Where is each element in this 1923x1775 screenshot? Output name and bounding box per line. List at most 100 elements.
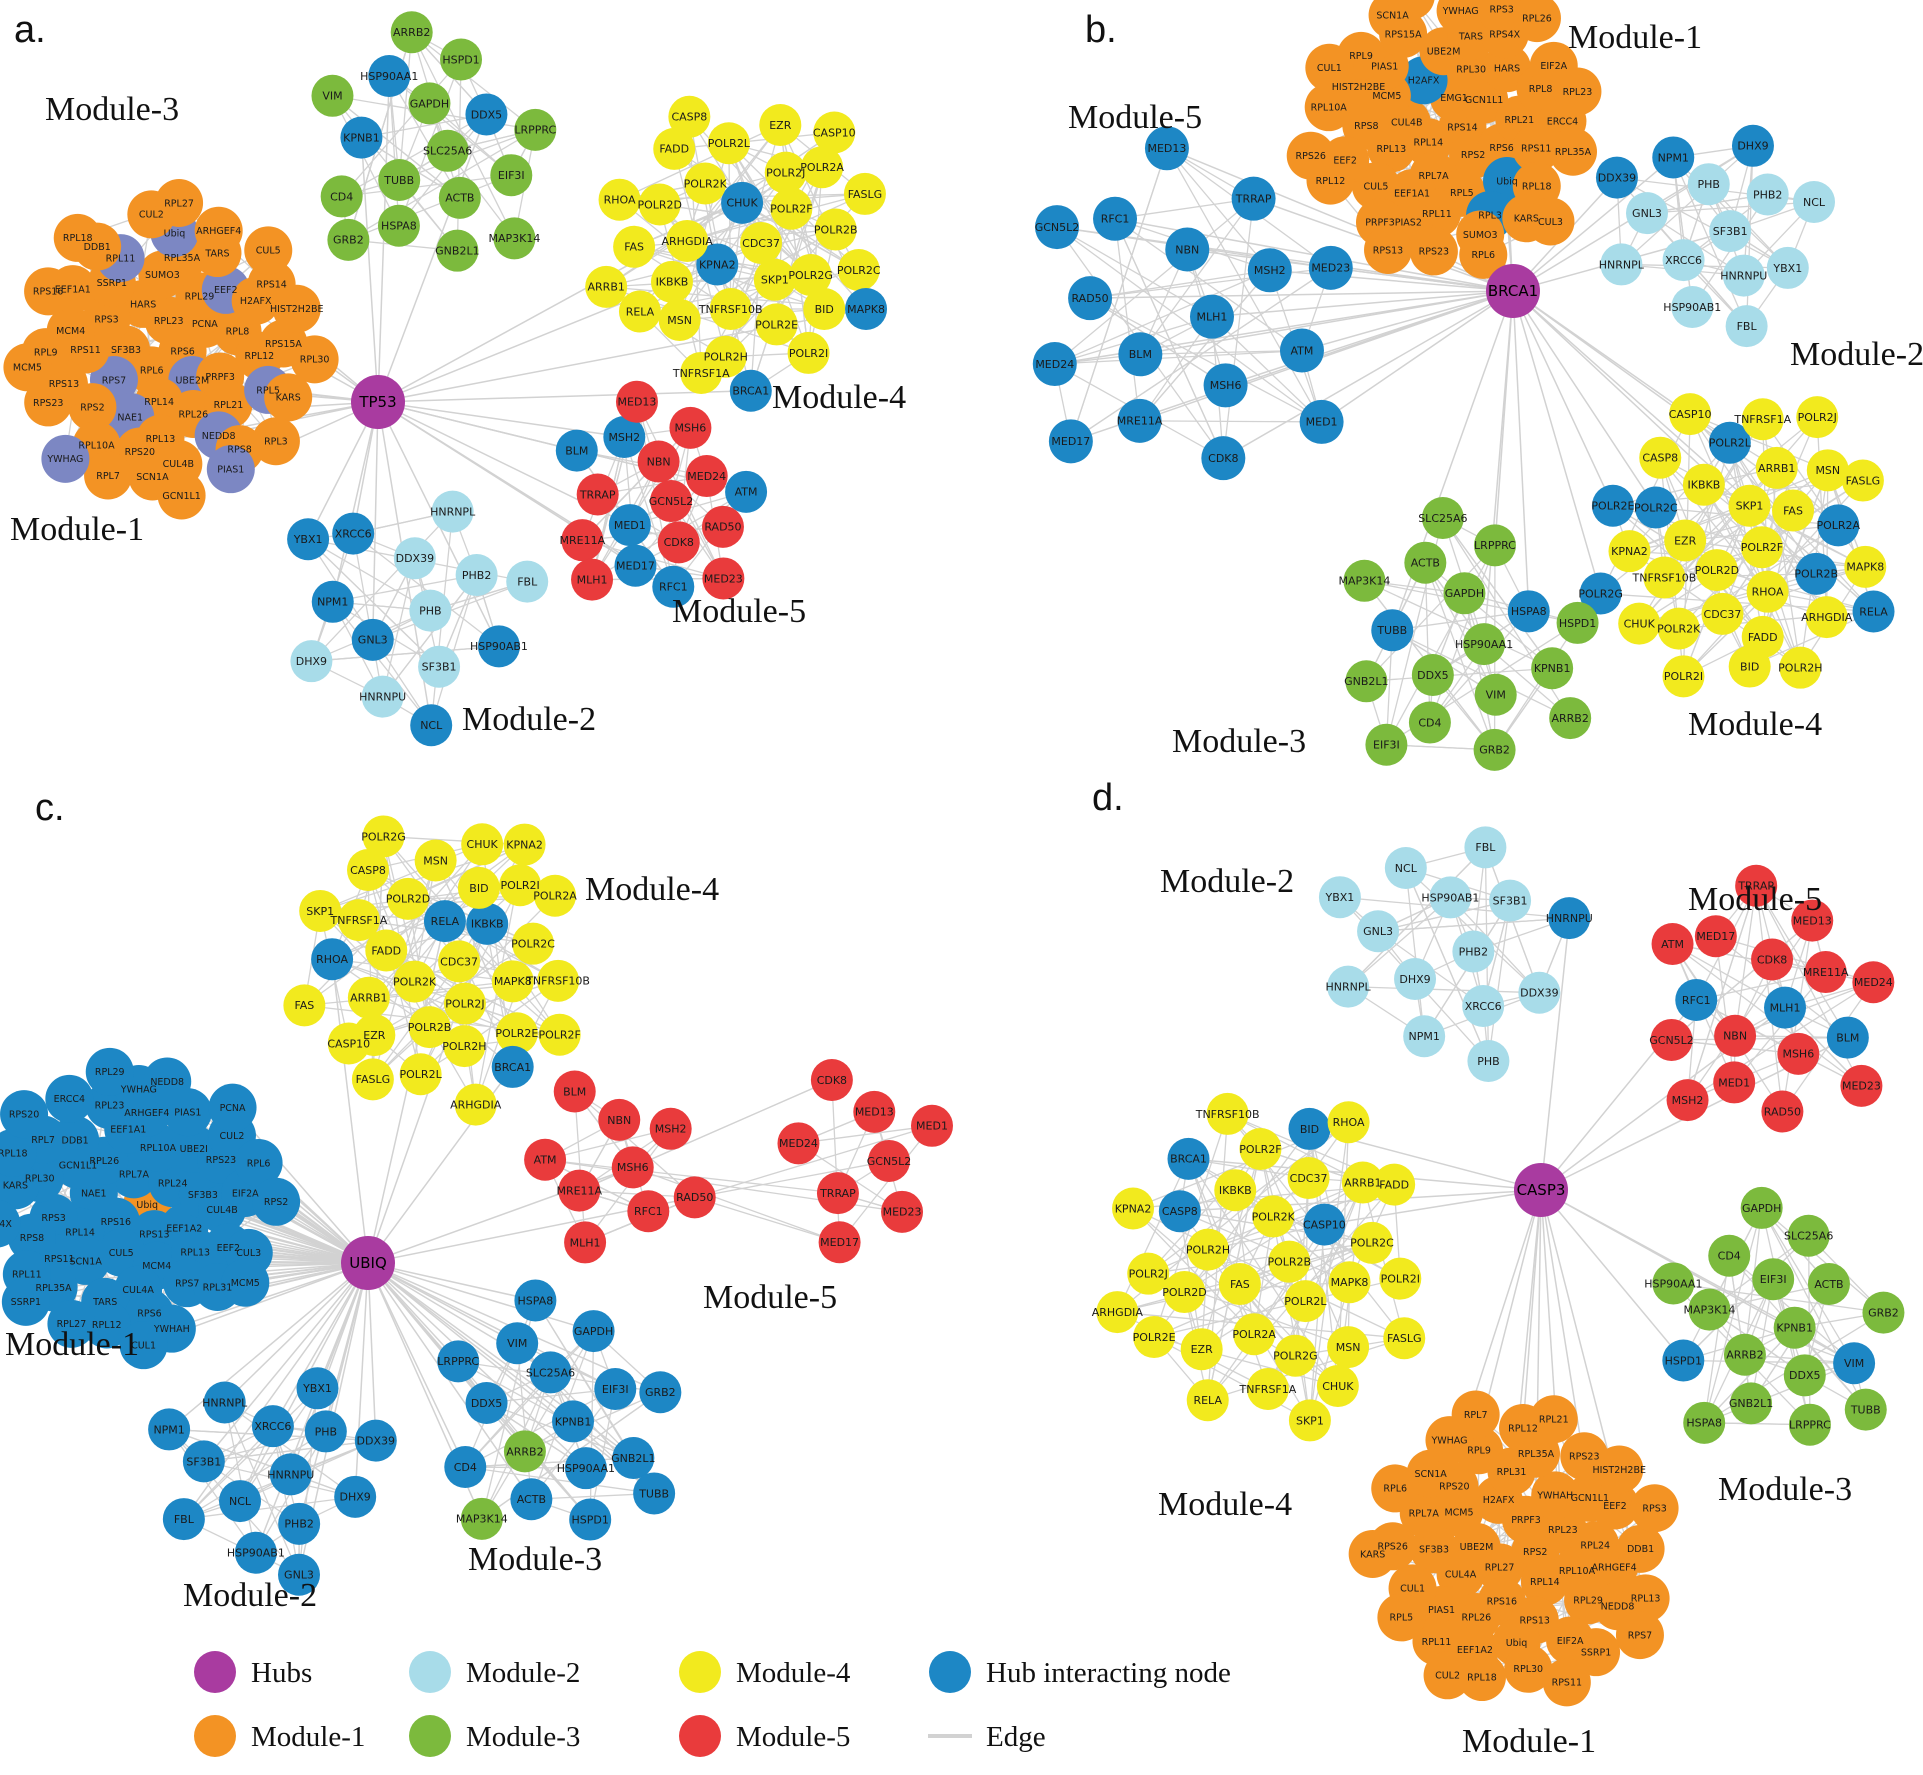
node-MCM5[interactable] bbox=[3, 343, 52, 392]
node-RAD50[interactable] bbox=[1761, 1090, 1804, 1133]
node-NPM1[interactable] bbox=[1403, 1015, 1446, 1058]
node-RELA[interactable] bbox=[1852, 590, 1895, 633]
node-HNRNPU[interactable] bbox=[361, 675, 404, 718]
node-GNL3[interactable] bbox=[351, 618, 394, 661]
node-YBX1[interactable] bbox=[1318, 876, 1361, 919]
node-GCN5L2[interactable] bbox=[650, 480, 693, 523]
node-FASLG[interactable] bbox=[1841, 459, 1884, 502]
node-MAPK8[interactable] bbox=[1328, 1261, 1371, 1304]
node-POLR2H[interactable] bbox=[1779, 646, 1822, 689]
node-VIM[interactable] bbox=[311, 74, 354, 117]
node-ARRB1[interactable] bbox=[347, 976, 390, 1019]
node-TUBB[interactable] bbox=[1371, 609, 1414, 652]
node-MED13[interactable] bbox=[615, 380, 658, 423]
node-CUL4A[interactable] bbox=[1387, 0, 1435, 20]
node-CUL3[interactable] bbox=[1526, 197, 1575, 246]
node-ATM[interactable] bbox=[1651, 923, 1694, 966]
node-MED17[interactable] bbox=[614, 544, 657, 587]
node-KPNB1[interactable] bbox=[1531, 647, 1574, 690]
node-POLR2G[interactable] bbox=[1274, 1334, 1317, 1377]
node-TNFRSF10B[interactable] bbox=[537, 959, 580, 1002]
node-RPL30[interactable] bbox=[1504, 1644, 1553, 1693]
node-IKBKB[interactable] bbox=[1682, 463, 1725, 506]
node-RPL27[interactable] bbox=[155, 178, 204, 227]
node-NCL[interactable] bbox=[410, 704, 453, 747]
node-EZR[interactable] bbox=[759, 103, 802, 146]
node-POLR2K[interactable] bbox=[1657, 607, 1700, 650]
node-XRCC6[interactable] bbox=[251, 1405, 294, 1448]
node-HNRNPU[interactable] bbox=[1548, 897, 1591, 940]
node-NEDD8[interactable] bbox=[143, 1057, 192, 1106]
node-MED23[interactable] bbox=[1840, 1064, 1883, 1107]
node-GNL3[interactable] bbox=[1625, 192, 1668, 235]
node-SSRP1[interactable] bbox=[1, 1277, 50, 1326]
node-RPS2[interactable] bbox=[252, 1177, 301, 1226]
node-RHOA[interactable] bbox=[1746, 570, 1789, 613]
node-GNL3[interactable] bbox=[1357, 910, 1400, 953]
node-GCN5L2[interactable] bbox=[1035, 205, 1080, 250]
node-CD4[interactable] bbox=[320, 175, 363, 218]
node-FBL[interactable] bbox=[506, 560, 549, 603]
node-FAS[interactable] bbox=[283, 984, 326, 1027]
node-MLH1[interactable] bbox=[564, 1221, 607, 1264]
node-KPNB1[interactable] bbox=[552, 1400, 595, 1443]
node-SF3B1[interactable] bbox=[418, 645, 461, 688]
node-MED17[interactable] bbox=[1048, 419, 1093, 464]
node-POLR2F[interactable] bbox=[770, 187, 813, 230]
node-FBL[interactable] bbox=[1725, 305, 1768, 348]
node-HSP90AB1[interactable] bbox=[1429, 876, 1472, 919]
hub-node-UBIQ[interactable] bbox=[341, 1236, 395, 1290]
node-TRRAP[interactable] bbox=[576, 473, 619, 516]
node-NPM1[interactable] bbox=[148, 1408, 191, 1451]
node-POLR2G[interactable] bbox=[1579, 572, 1622, 615]
node-RELA[interactable] bbox=[618, 290, 661, 333]
node-HNRNPU[interactable] bbox=[269, 1453, 312, 1496]
node-ARRB1[interactable] bbox=[1755, 446, 1798, 489]
node-HSPA8[interactable] bbox=[1507, 590, 1550, 633]
node-RPL26[interactable] bbox=[1512, 0, 1561, 43]
hub-node-TP53[interactable] bbox=[351, 375, 405, 429]
node-CDC37[interactable] bbox=[740, 222, 783, 265]
node-RELA[interactable] bbox=[1186, 1379, 1229, 1422]
node-CDK8[interactable] bbox=[657, 521, 700, 564]
node-CD4[interactable] bbox=[1708, 1234, 1751, 1277]
node-MRE11A[interactable] bbox=[1804, 951, 1847, 994]
node-POLR2F[interactable] bbox=[1740, 526, 1783, 569]
node-HNRNPL[interactable] bbox=[431, 490, 474, 533]
node-POLR2E[interactable] bbox=[755, 303, 798, 346]
node-FBL[interactable] bbox=[162, 1498, 205, 1541]
node-KPNA2[interactable] bbox=[1112, 1187, 1155, 1230]
node-CASP10[interactable] bbox=[1669, 393, 1712, 436]
node-DDX5[interactable] bbox=[1411, 653, 1454, 696]
node-RPL18[interactable] bbox=[53, 213, 102, 262]
node-FASLG[interactable] bbox=[1383, 1317, 1426, 1360]
node-FASLG[interactable] bbox=[351, 1058, 394, 1101]
node-PHB[interactable] bbox=[1687, 163, 1730, 206]
node-LRPPRC[interactable] bbox=[437, 1340, 480, 1383]
node-POLR2K[interactable] bbox=[393, 960, 436, 1003]
node-GNL3[interactable] bbox=[277, 1553, 320, 1596]
node-MED1[interactable] bbox=[910, 1104, 953, 1147]
node-POLR2K[interactable] bbox=[1252, 1195, 1295, 1238]
node-EEF2[interactable] bbox=[1590, 1481, 1639, 1530]
node-RPL30[interactable] bbox=[290, 335, 339, 384]
node-MED17[interactable] bbox=[1694, 915, 1737, 958]
node-RPS3[interactable] bbox=[1477, 0, 1526, 34]
node-NBN[interactable] bbox=[637, 440, 680, 483]
node-RPS16[interactable] bbox=[24, 267, 73, 316]
node-RPL6[interactable] bbox=[234, 1138, 283, 1187]
node-ARRB2[interactable] bbox=[1723, 1333, 1766, 1376]
node-GCN5L2[interactable] bbox=[868, 1139, 911, 1182]
node-HSP90AB1[interactable] bbox=[477, 625, 520, 668]
node-POLR2H[interactable] bbox=[443, 1025, 486, 1068]
node-RPS7[interactable] bbox=[1615, 1611, 1664, 1660]
node-TRRAP[interactable] bbox=[1231, 176, 1276, 221]
node-LRPPRC[interactable] bbox=[1788, 1403, 1831, 1446]
node-SLC25A6[interactable] bbox=[1421, 496, 1464, 539]
node-HSPD1[interactable] bbox=[440, 38, 483, 81]
node-CASP10[interactable] bbox=[327, 1022, 370, 1065]
node-TRRAP[interactable] bbox=[1735, 864, 1778, 907]
node-BLM[interactable] bbox=[1118, 332, 1163, 377]
node-HNRNPL[interactable] bbox=[203, 1381, 246, 1424]
node-MED13[interactable] bbox=[853, 1090, 896, 1133]
